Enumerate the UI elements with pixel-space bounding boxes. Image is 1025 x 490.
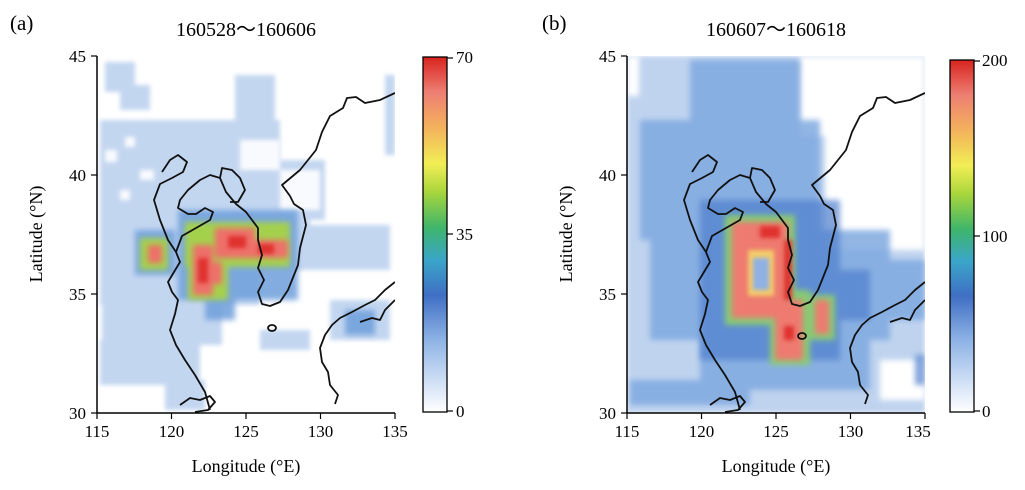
panel-b-ytick: 40 <box>599 166 616 185</box>
panel-b-colorbar-tick: 0 <box>982 402 991 421</box>
panel-a-colorbar-tick: 70 <box>456 48 473 67</box>
panel-a-letter: (a) <box>10 11 33 35</box>
panel-b-xtick: 125 <box>763 422 789 441</box>
panel-a-colorbar: 70 35 0 <box>422 48 473 421</box>
panel-a-xtick: 115 <box>85 422 110 441</box>
panel-b-ytick: 30 <box>599 404 616 423</box>
panel-b-colorbar: 200 100 0 <box>949 51 1008 421</box>
panel-a-ytick: 45 <box>69 47 86 66</box>
panel-a-xlabel: Longitude (°E) <box>192 456 301 477</box>
panel-b: (b) 160607～160618 <box>542 11 1008 477</box>
panel-b-title: 160607～160618 <box>706 19 846 41</box>
panel-b-axes: 115 120 125 130 135 30 35 40 45 Longitud… <box>556 47 931 477</box>
panel-a-xtick: 120 <box>159 422 185 441</box>
panel-b-colorbar-tick: 200 <box>982 51 1008 70</box>
panel-b-ytick: 45 <box>599 47 616 66</box>
panel-a-title: 160528～160606 <box>176 19 316 41</box>
panel-b-xtick: 135 <box>905 422 931 441</box>
panel-b-xtick: 130 <box>838 422 864 441</box>
panel-a-axes: 115 120 125 130 135 30 35 40 45 Longitud… <box>26 47 408 477</box>
panel-a-colorbar-tick: 0 <box>456 402 465 421</box>
panel-a-ylabel: Latitude (°N) <box>26 186 47 283</box>
panel-b-coastline <box>683 92 925 413</box>
panel-a-xtick: 130 <box>308 422 334 441</box>
panel-a-heatmap <box>100 62 395 413</box>
panel-a-colorbar-tick: 35 <box>456 225 473 244</box>
panel-a-ytick: 30 <box>69 404 86 423</box>
panel-b-colorbar-tick: 100 <box>982 227 1008 246</box>
panel-b-letter: (b) <box>542 11 567 35</box>
panel-b-ytick: 35 <box>599 285 616 304</box>
panel-b-heatmap <box>627 56 925 413</box>
panel-a-ytick: 35 <box>69 285 86 304</box>
panel-b-xlabel: Longitude (°E) <box>722 456 831 477</box>
panel-a: (a) 160528～160606 <box>10 11 473 477</box>
panel-b-xtick: 115 <box>615 422 640 441</box>
panel-b-xtick: 120 <box>689 422 715 441</box>
panel-a-xtick: 125 <box>233 422 259 441</box>
panel-b-ylabel: Latitude (°N) <box>556 186 577 283</box>
panel-a-ytick: 40 <box>69 166 86 185</box>
panel-a-xtick: 135 <box>382 422 408 441</box>
panel-a-coastline <box>153 92 395 413</box>
